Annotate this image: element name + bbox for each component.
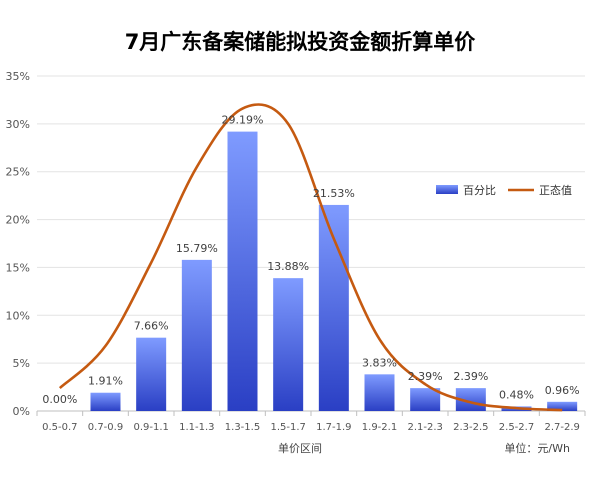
x-axis-label: 单价区间 — [278, 442, 322, 455]
data-label: 0.00% — [42, 393, 77, 406]
data-label: 13.88% — [267, 260, 309, 273]
y-tick-label: 25% — [6, 166, 30, 179]
grid-lines — [37, 75, 585, 412]
bar — [547, 401, 578, 411]
x-tick-label: 0.5-0.7 — [42, 422, 77, 433]
x-tick-label: 2.3-2.5 — [453, 422, 488, 433]
data-labels: 0.00% 1.91% 7.66% 15.79% 29.19% 13.88% 21.53% 3… — [42, 114, 579, 406]
x-axis: 0.5-0.7 0.7-0.9 0.9-1.1 1.1-1.3 1.3-1.5 1.5-1… — [36, 411, 586, 433]
bar — [181, 259, 212, 411]
legend-swatch-bar — [436, 185, 458, 194]
data-label: 1.91% — [88, 375, 123, 388]
y-tick-label: 20% — [6, 214, 30, 227]
data-label: 2.39% — [408, 370, 443, 383]
y-tick-label: 30% — [6, 118, 30, 131]
y-tick-label: 15% — [6, 261, 30, 274]
y-tick-label: 0% — [13, 405, 30, 418]
legend: 百分比 正态值 — [436, 184, 572, 197]
x-tick-label: 1.1-1.3 — [179, 422, 214, 433]
data-label: 7.66% — [134, 320, 169, 333]
data-label: 29.19% — [222, 114, 264, 127]
normal-curve-line — [58, 103, 563, 412]
data-label: 0.96% — [545, 384, 580, 397]
x-tick-label: 1.3-1.5 — [225, 422, 260, 433]
bars — [90, 131, 578, 412]
x-tick-label: 1.5-1.7 — [270, 422, 305, 433]
data-label: 2.39% — [453, 370, 488, 383]
chart-title: 7月广东备案储能拟投资金额折算单价 — [125, 30, 477, 54]
data-label: 3.83% — [362, 356, 397, 369]
y-axis: 0% 5% 10% 15% 20% 25% 30% 35% — [6, 70, 30, 418]
x-tick-label: 2.5-2.7 — [499, 422, 534, 433]
x-tick-label: 0.9-1.1 — [133, 422, 168, 433]
bar — [227, 131, 258, 412]
y-tick-label: 35% — [6, 70, 30, 83]
x-tick-label: 2.1-2.3 — [407, 422, 442, 433]
data-label: 15.79% — [176, 242, 218, 255]
bar — [273, 278, 304, 411]
bar — [90, 392, 121, 411]
x-tick-label: 1.9-2.1 — [362, 422, 397, 433]
x-tick-label: 0.7-0.9 — [88, 422, 123, 433]
y-tick-label: 5% — [13, 357, 30, 370]
normal-curve — [58, 103, 563, 412]
y-tick-label: 10% — [6, 309, 30, 322]
bar — [364, 374, 395, 411]
legend-label-bar: 百分比 — [463, 184, 496, 197]
legend-label-line: 正态值 — [539, 184, 572, 197]
data-label: 21.53% — [313, 187, 355, 200]
bar — [410, 388, 441, 411]
data-label: 0.48% — [499, 388, 534, 401]
unit-note: 单位：元/Wh — [504, 441, 570, 455]
bar — [136, 337, 167, 411]
x-tick-label: 2.7-2.9 — [544, 422, 579, 433]
x-tick-label: 1.7-1.9 — [316, 422, 351, 433]
